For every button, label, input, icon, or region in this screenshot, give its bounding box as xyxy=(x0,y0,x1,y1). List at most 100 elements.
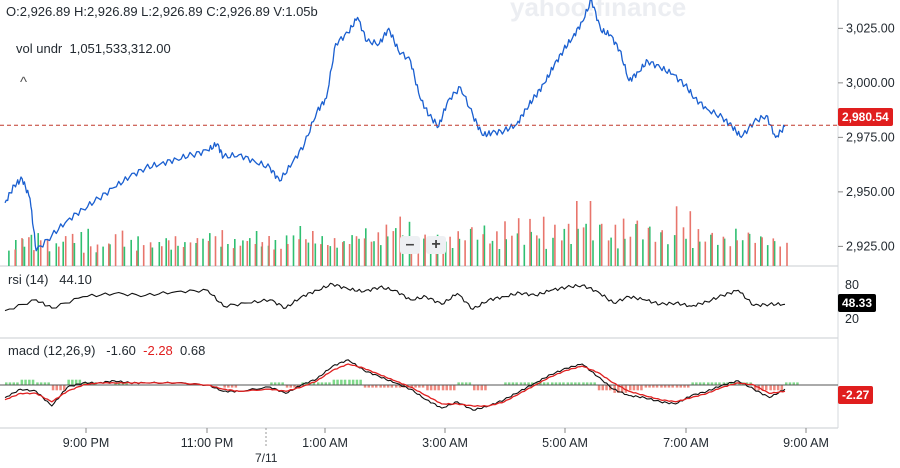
volume-bar-up xyxy=(8,250,10,266)
volume-bar-up xyxy=(37,233,39,266)
volume-bar-down xyxy=(385,224,388,266)
macd-hist-bar xyxy=(453,385,456,391)
volume-bar-up xyxy=(660,232,662,266)
volume-bar-up xyxy=(351,235,353,266)
volume-readout: vol undr 1,051,533,312.00 xyxy=(16,41,171,56)
volume-bar-down xyxy=(320,244,322,266)
volume-bar-down xyxy=(363,238,366,266)
macd-hist-bar xyxy=(761,385,764,391)
zoom-out-button[interactable]: – xyxy=(400,236,420,254)
volume-bar-down xyxy=(697,229,700,266)
macd-hist-bar xyxy=(582,382,585,385)
macd-hist-bar xyxy=(383,385,386,388)
volume-bar-up xyxy=(773,241,776,266)
volume-bar-up xyxy=(599,224,601,266)
macd-hist-bar xyxy=(464,382,468,385)
volume-bar-up xyxy=(292,235,295,266)
volume-bar-down xyxy=(511,235,513,266)
macd-hist-bar xyxy=(687,385,690,388)
zoom-in-button[interactable]: + xyxy=(426,236,446,254)
x-tick-label: 3:00 AM xyxy=(422,436,468,450)
volume-bar-down xyxy=(542,216,545,266)
macd-hist-bar xyxy=(418,385,421,388)
volume-bar-down xyxy=(377,232,380,266)
volume-bar-up xyxy=(365,228,367,266)
volume-bar-up xyxy=(48,251,51,266)
volume-bar-up xyxy=(80,232,83,266)
volume-bar-up xyxy=(617,248,619,266)
macd-hist-bar xyxy=(8,382,12,385)
volume-bar-down xyxy=(675,206,678,266)
volume-bar-up xyxy=(476,239,479,266)
macd-hist-bar xyxy=(714,382,717,385)
volume-bar-down xyxy=(761,237,763,266)
volume-bar-down xyxy=(392,231,395,266)
volume-bar-up xyxy=(585,223,587,266)
collapse-icon[interactable]: ^ xyxy=(20,74,28,91)
volume-bar-down xyxy=(121,230,124,266)
volume-bar-up xyxy=(735,228,737,266)
macd-hist-bar xyxy=(429,385,433,391)
macd-hist-bar xyxy=(55,385,58,391)
macd-hist-bar xyxy=(710,382,714,385)
volume-bar-up xyxy=(624,238,626,266)
volume-bar-down xyxy=(167,240,170,266)
volume-bar-up xyxy=(458,238,461,266)
macd-hist-bar xyxy=(223,385,226,388)
rsi-tag: 48.33 xyxy=(838,294,877,312)
x-tick-label: 11:00 PM xyxy=(181,436,234,450)
volume-bar-down xyxy=(355,236,358,266)
macd-hist-bar xyxy=(277,382,281,385)
macd-hist-bar xyxy=(515,382,518,385)
macd-hist-bar xyxy=(320,382,324,385)
volume-bar-down xyxy=(529,218,531,266)
macd-hist-bar xyxy=(414,385,417,388)
macd-legend: macd (12,26,9) -1.60 -2.28 0.68 xyxy=(8,343,205,358)
macd-hist-bar xyxy=(718,382,721,385)
volume-bar-up xyxy=(95,252,98,266)
macd-hist-bar xyxy=(441,385,445,391)
macd-hist-bar xyxy=(305,382,308,385)
macd-hist-bar xyxy=(117,382,121,385)
macd-hist-bar xyxy=(43,382,47,385)
volume-bar-up xyxy=(610,237,612,266)
price-series xyxy=(4,0,786,252)
volume-bar-up xyxy=(552,237,554,266)
volume-bar-up xyxy=(545,248,547,266)
volume-bar-down xyxy=(600,223,603,266)
volume-bar-down xyxy=(471,227,473,266)
macd-hist-bar xyxy=(375,385,378,388)
macd-hist-bar xyxy=(796,382,799,385)
macd-hist-bar xyxy=(51,385,55,391)
volume-bar-down xyxy=(754,242,756,266)
macd-hist-bar xyxy=(390,385,394,388)
macd-hist-bar xyxy=(398,385,402,388)
macd-hist-bar xyxy=(484,385,487,391)
volume-bar-up xyxy=(255,231,258,266)
macd-hist-bar xyxy=(683,385,686,388)
macd-hist-bar xyxy=(776,385,780,391)
macd-hist-bar xyxy=(83,382,86,385)
macd-hist-bar xyxy=(624,385,628,393)
volume-bar-down xyxy=(280,248,282,266)
volume-bar-down xyxy=(786,242,788,266)
volume-bar-down xyxy=(442,246,444,266)
volume-bar-down xyxy=(772,238,775,266)
macd-hist-bar xyxy=(531,382,534,385)
macd-hist-bar xyxy=(28,379,31,385)
macd-hist-bar xyxy=(24,379,27,385)
macd-hist-bar xyxy=(355,379,359,385)
volume-bar-up xyxy=(227,244,229,266)
volume-bar-up xyxy=(202,238,204,266)
macd-hist-bar xyxy=(59,385,62,391)
macd-hist-bar xyxy=(601,385,604,391)
macd-hist-bar xyxy=(437,385,440,391)
volume-bar-down xyxy=(174,236,177,266)
macd-hist-bar xyxy=(351,379,355,385)
volume-bar-up xyxy=(710,234,712,266)
price-tick-label: 2,925.00 xyxy=(846,239,895,253)
macd-hist-bar xyxy=(577,382,581,385)
volume-bar-down xyxy=(246,241,249,266)
volume-bar-up xyxy=(234,239,236,266)
